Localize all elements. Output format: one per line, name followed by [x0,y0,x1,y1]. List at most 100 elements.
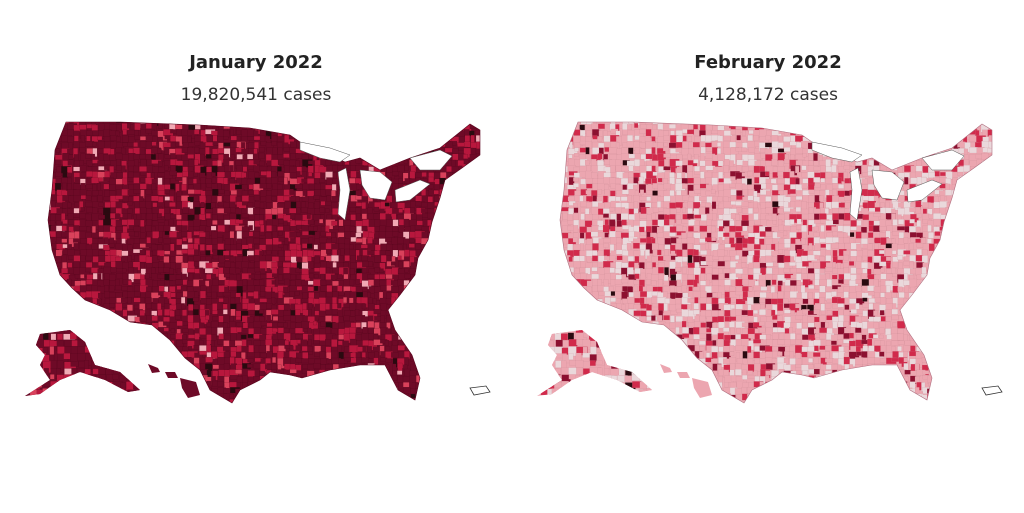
county-cell [235,316,241,320]
county-cell [439,345,446,355]
county-cell [320,376,331,382]
county-cell [451,237,460,242]
county-cell [50,322,60,332]
county-cell [457,286,466,291]
county-cell [483,161,488,167]
county-cell [451,321,457,327]
county-cell [458,178,465,186]
county-cell [113,339,118,346]
county-cell [469,328,475,336]
county-cell [445,273,453,281]
county-cell [319,237,328,243]
county-cell [452,243,460,250]
county-cell [110,267,117,273]
county-cell [476,231,480,238]
county-cell [634,135,640,140]
county-cell [416,357,425,362]
county-cell [283,399,291,403]
county-cell [349,122,357,126]
county-cell [122,135,129,143]
county-cell [331,184,337,191]
county-cell [777,208,784,214]
county-cell [146,328,153,336]
county-cell [433,280,441,290]
county-cell [723,135,732,141]
county-cell [145,189,152,195]
county-cell [802,153,807,158]
county-cell [242,322,248,329]
county-cell [254,393,265,398]
county-cell [482,286,492,291]
county-cell [403,130,409,137]
county-cell [344,255,350,262]
county-cell [457,130,465,138]
county-cell [128,345,138,355]
county-cell [597,117,607,122]
county-cell [403,298,412,305]
county-cell [457,370,463,381]
county-cell [464,364,475,370]
county-cell [103,387,113,394]
county-cell [104,345,111,353]
county-cell [222,292,232,297]
county-cell [48,130,52,136]
county-cell [134,285,140,292]
county-cell [73,243,79,250]
county-cell [415,292,423,299]
county-cell [445,304,450,309]
county-cell [85,255,93,261]
county-cell [873,195,879,202]
county-cell [868,136,877,146]
county-cell [771,213,777,222]
county-cell [242,219,249,225]
county-cell [25,388,29,396]
county-cell [68,238,79,248]
county-cell [157,375,164,382]
county-cell [236,136,241,142]
county-cell [820,165,826,173]
county-cell [987,148,992,153]
county-cell [236,327,242,333]
county-cell [77,368,85,373]
county-cell [422,130,433,135]
county-cell [122,142,128,147]
county-cell [272,387,277,398]
county-cell [369,118,379,122]
county-cell [470,148,477,155]
county-cell [433,394,443,399]
county-cell [73,213,81,218]
county-cell [995,142,1005,148]
county-cell [468,172,475,179]
county-cell [741,122,747,127]
county-cell [909,122,917,124]
county-cell [396,320,406,329]
county-cell [98,358,107,364]
county-cell [157,309,163,316]
county-cell [80,322,89,332]
county-cell [127,304,133,312]
county-cell [463,369,472,378]
county-cell [433,315,439,320]
county-cell [392,123,403,129]
county-cell [855,122,861,128]
county-cell [771,123,782,131]
county-cell [169,170,177,176]
county-cell [140,358,150,366]
county-cell [272,381,282,387]
county-cell [730,195,737,202]
county-cell [367,130,377,139]
county-cell [832,122,837,126]
county-cell [326,381,333,388]
county-cell [403,146,412,156]
county-cell [42,347,48,354]
county-cell [127,255,132,263]
county-cell [621,166,629,172]
county-cell [765,207,773,214]
county-cell [307,243,313,249]
county-cell [476,272,480,282]
county-cell [241,231,250,238]
county-cell [331,237,337,243]
county-cell [976,166,984,177]
county-cell [428,267,436,277]
county-cell [944,124,953,133]
